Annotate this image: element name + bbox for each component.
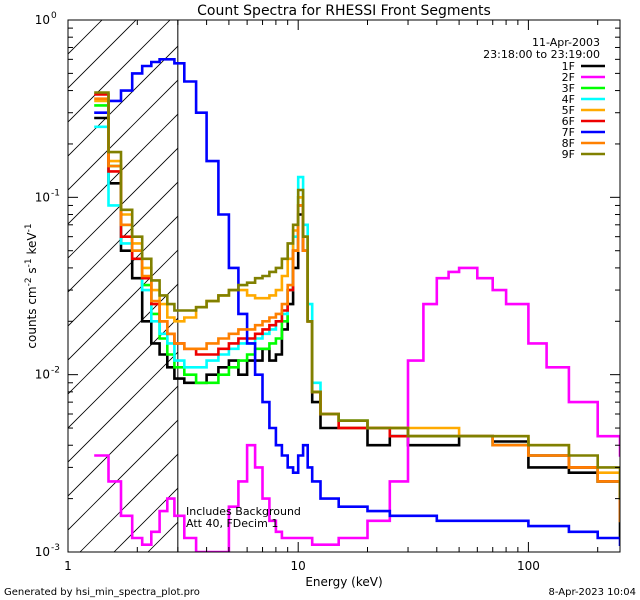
- legend-label-9F: 9F: [562, 148, 575, 161]
- chart-title: Count Spectra for RHESSI Front Segments: [197, 3, 491, 19]
- hatch-line: [68, 385, 178, 497]
- series-line-2F: [94, 266, 620, 552]
- x-tick-labels: 1 10 100: [64, 559, 540, 573]
- annotation-attenuator: Att 40, FDecim 1: [186, 517, 278, 530]
- y-tick-label-exponent: 0: [51, 11, 57, 21]
- date-label: 11-Apr-2003: [532, 36, 600, 49]
- legend-label-4F: 4F: [562, 93, 575, 106]
- legend-label-6F: 6F: [562, 115, 575, 128]
- y-tick-label-exponent: -2: [51, 366, 60, 376]
- y-tick-label-exponent: -3: [51, 543, 60, 553]
- plot-frame: [67, 19, 621, 553]
- hatch-line: [68, 249, 178, 361]
- y-tick-label: 10: [35, 545, 50, 559]
- y-tick-label-exponent: -1: [51, 188, 60, 198]
- series-line-5F: [94, 99, 620, 508]
- legend-label-2F: 2F: [562, 71, 575, 84]
- hatch-line: [68, 20, 171, 123]
- x-tick-label: 10: [291, 559, 306, 573]
- series-line-1F: [94, 116, 620, 540]
- hatch-line: [79, 453, 178, 552]
- axis-ticks: [67, 19, 620, 553]
- y-tick-label: 10: [35, 368, 50, 382]
- series-group: [94, 58, 620, 552]
- hatch-line: [68, 79, 178, 191]
- legend-label-8F: 8F: [562, 137, 575, 150]
- footer-generated-by: Generated by hsi_min_spectra_plot.pro: [4, 587, 200, 598]
- hatch-line: [68, 419, 178, 531]
- y-tick-label: 10: [35, 13, 50, 27]
- legend-label-7F: 7F: [562, 126, 575, 139]
- legend-label-3F: 3F: [562, 82, 575, 95]
- footer-date: 8-Apr-2023 10:04: [549, 587, 636, 598]
- hatch-line: [68, 215, 178, 327]
- y-tick-label: 10: [35, 190, 50, 204]
- legend-label-5F: 5F: [562, 104, 575, 117]
- series-line-7F: [94, 58, 620, 546]
- y-axis-label: counts cm-2 s-1 keV-1: [24, 223, 39, 348]
- time-range-label: 23:18:00 to 23:19:00: [483, 48, 600, 61]
- x-tick-label: 1: [64, 559, 72, 573]
- series-line-9F: [94, 91, 620, 500]
- hatch-line: [68, 181, 178, 293]
- x-axis-label: Energy (keV): [305, 575, 382, 589]
- legend-label-1F: 1F: [562, 60, 575, 73]
- annotation-background: Includes Background: [186, 505, 301, 518]
- x-tick-label: 100: [517, 559, 540, 573]
